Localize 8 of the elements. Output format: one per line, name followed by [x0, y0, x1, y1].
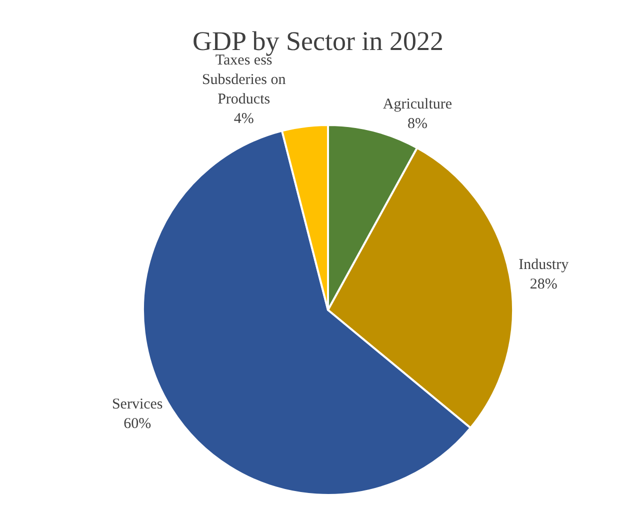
- data-label: 28%: [530, 276, 558, 292]
- data-label: 60%: [124, 416, 152, 432]
- data-label: 8%: [407, 116, 428, 132]
- slice-label: Services: [112, 396, 163, 412]
- chart-title: GDP by Sector in 2022: [192, 26, 444, 56]
- slice-label: Agriculture: [382, 96, 452, 112]
- slice-label: Industry: [518, 256, 570, 273]
- data-label: 4%: [234, 111, 254, 128]
